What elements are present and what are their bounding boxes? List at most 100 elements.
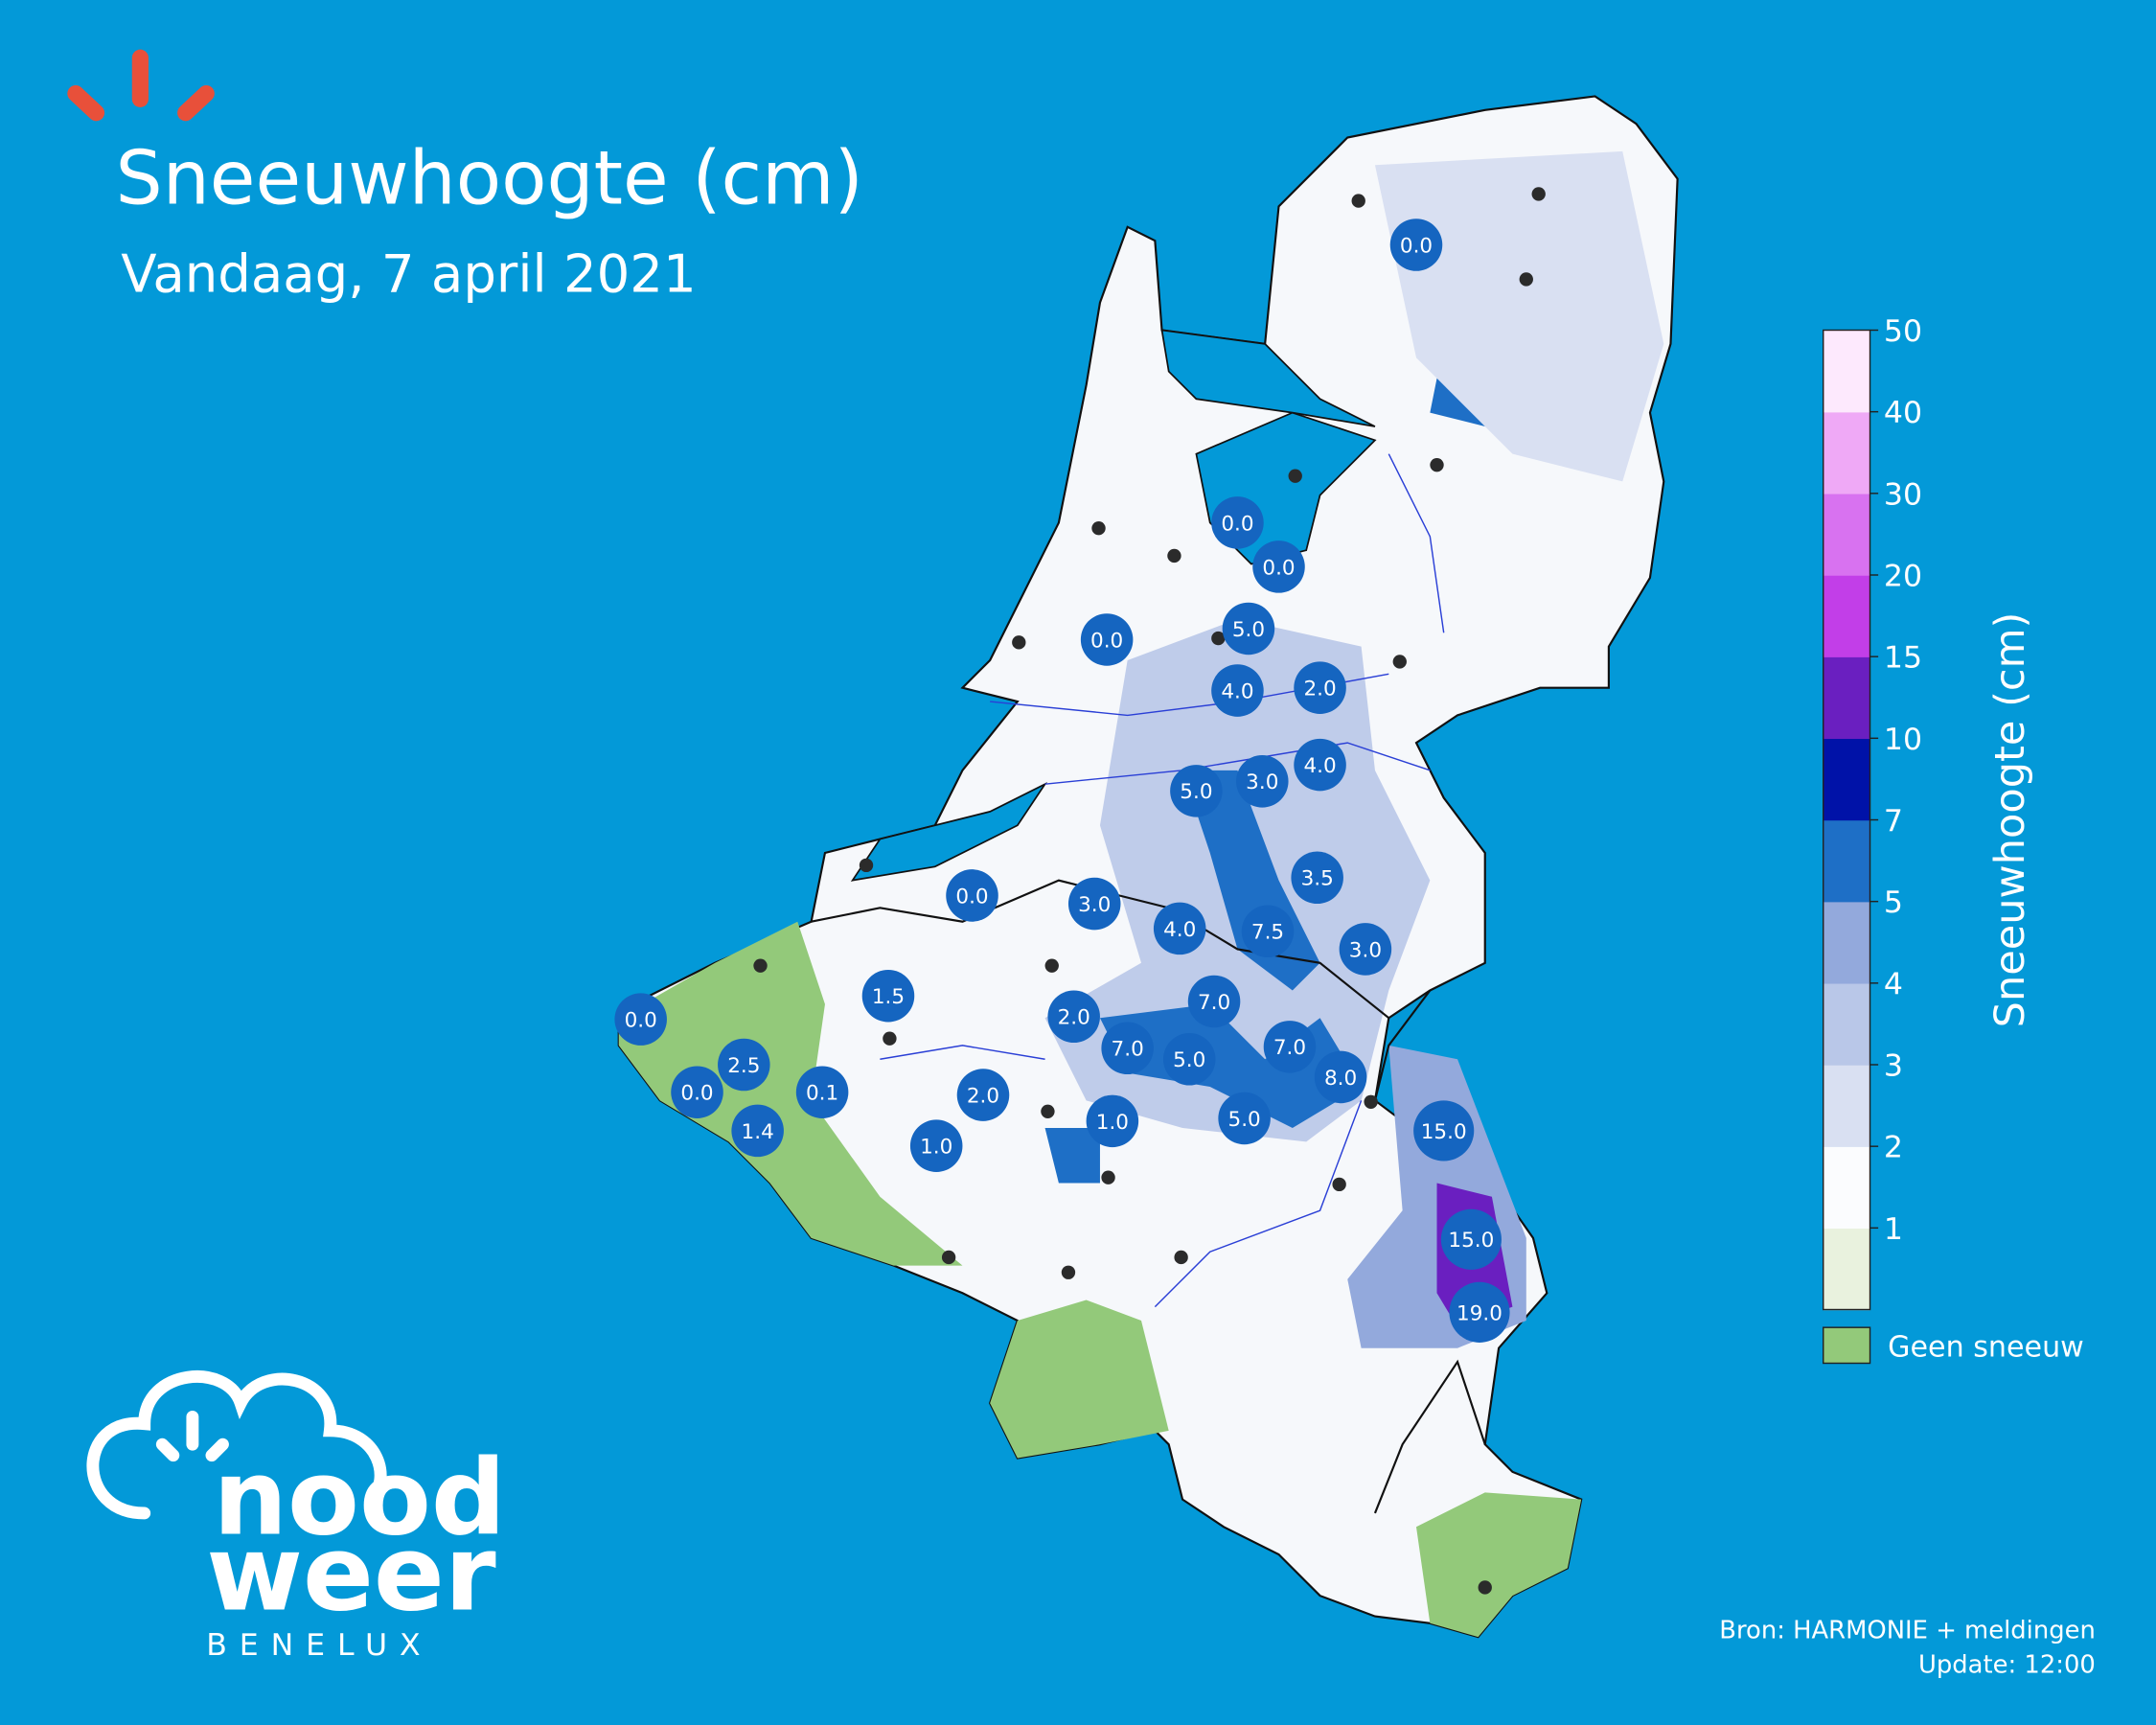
marker-label: 0.0 xyxy=(1221,512,1253,536)
no-snow-west xyxy=(618,921,963,1266)
brand-rays xyxy=(67,49,215,122)
logo-line1: nood xyxy=(213,1437,506,1558)
marker-label: 5.0 xyxy=(1180,780,1212,804)
legend-band xyxy=(1823,1065,1870,1147)
legend-band xyxy=(1823,575,1870,657)
marker-label: 0.0 xyxy=(1262,556,1295,580)
marker-label: 4.0 xyxy=(1221,679,1253,703)
marker xyxy=(1440,1208,1502,1270)
legend: 1 2 3 4 5 7 10 15 20 30 40 50 Sneeuwhoogte (cm) Geen … xyxy=(1823,314,2084,1364)
legend-band xyxy=(1823,738,1870,821)
source: Bron: HARMONIE + meldingen xyxy=(1719,1617,2096,1645)
marker xyxy=(671,1066,723,1118)
marker-label: 19.0 xyxy=(1456,1301,1502,1325)
legend-band xyxy=(1823,982,1870,1066)
no-snow-southeast xyxy=(1415,1492,1582,1638)
marker-label: 5.0 xyxy=(1228,1108,1261,1132)
logo-line2: weer xyxy=(206,1512,496,1634)
marker xyxy=(956,1069,1010,1121)
marker-label: 1.4 xyxy=(742,1120,774,1144)
legend-tick-label: 2 xyxy=(1884,1131,1903,1165)
legend-tick-label: 7 xyxy=(1884,804,1903,839)
legend-title: Sneeuwhoogte (cm) xyxy=(1986,612,2034,1028)
marker xyxy=(1252,540,1305,593)
marker-label: 15.0 xyxy=(1421,1120,1467,1144)
marker-label: 7.5 xyxy=(1251,921,1284,945)
marker xyxy=(1241,905,1295,958)
marker xyxy=(718,1038,770,1092)
legend-band xyxy=(1823,656,1870,740)
marker-label: 7.0 xyxy=(1112,1038,1144,1062)
marker xyxy=(1211,496,1264,549)
no-snow-label: Geen sneeuw xyxy=(1888,1330,2084,1364)
marker xyxy=(1086,1094,1139,1148)
legend-band xyxy=(1823,330,1870,413)
wadden-sea xyxy=(1160,329,1376,427)
snow-northeast xyxy=(1374,150,1664,482)
marker xyxy=(1294,738,1346,792)
marker xyxy=(1170,765,1223,817)
legend-tick-label: 3 xyxy=(1884,1048,1903,1083)
marker xyxy=(1187,975,1241,1028)
legend-tick-label: 5 xyxy=(1884,886,1903,920)
marker xyxy=(946,869,998,922)
marker-label: 2.0 xyxy=(967,1084,999,1108)
marker-label: 0.0 xyxy=(625,1009,657,1033)
legend-band xyxy=(1823,1146,1870,1230)
markers: 0.0 0.0 0.0 0.0 5.0 4.0 2.0 4.0 5.0 3.0 3.5 0.0 3.0 4… xyxy=(614,218,1510,1343)
marker-label: 3.5 xyxy=(1301,867,1334,891)
marker-label: 0.1 xyxy=(806,1082,838,1106)
marker xyxy=(1389,218,1443,271)
marker xyxy=(1162,1032,1216,1086)
marker-label: 7.0 xyxy=(1198,991,1230,1015)
legend-band xyxy=(1823,901,1870,984)
marker-label: 0.0 xyxy=(1400,234,1433,258)
legend-band xyxy=(1823,1228,1870,1311)
marker-label: 2.0 xyxy=(1058,1006,1090,1030)
marker xyxy=(1339,923,1392,976)
marker-label: 7.0 xyxy=(1273,1036,1306,1060)
legend-tick-label: 1 xyxy=(1884,1212,1903,1247)
legend-tick-label: 50 xyxy=(1884,314,1922,349)
marker xyxy=(1153,902,1206,955)
marker-label: 1.0 xyxy=(920,1136,952,1160)
marker xyxy=(861,969,915,1023)
marker xyxy=(731,1104,784,1158)
no-snow-swatch xyxy=(1823,1326,1871,1365)
no-snow-south xyxy=(990,1300,1169,1459)
marker-label: 1.0 xyxy=(1096,1111,1129,1135)
marker-label: 0.0 xyxy=(955,885,988,908)
marker xyxy=(1218,1092,1271,1145)
legend-band xyxy=(1823,411,1870,494)
legend-tick-label: 30 xyxy=(1884,477,1922,512)
marker xyxy=(1263,1021,1317,1073)
legend-band xyxy=(1823,493,1870,576)
marker-label: 8.0 xyxy=(1324,1067,1357,1091)
marker xyxy=(909,1119,963,1172)
marker xyxy=(1047,990,1100,1044)
marker-label: 2.0 xyxy=(1303,678,1336,702)
marker-label: 3.0 xyxy=(1246,770,1278,794)
subtitle: Vandaag, 7 april 2021 xyxy=(121,242,696,304)
marker xyxy=(1080,613,1134,666)
marker xyxy=(1294,661,1346,714)
marker xyxy=(1067,877,1121,931)
marker-label: 0.0 xyxy=(1090,629,1123,653)
marker xyxy=(1211,664,1264,717)
marker-label: 3.0 xyxy=(1078,893,1111,917)
legend-tick-label: 40 xyxy=(1884,396,1922,430)
marker-label: 0.0 xyxy=(680,1082,713,1106)
logo xyxy=(86,1369,387,1520)
marker-label: 5.0 xyxy=(1173,1048,1205,1072)
marker-label: 15.0 xyxy=(1448,1229,1494,1253)
legend-tick-label: 10 xyxy=(1884,723,1922,757)
marker xyxy=(1101,1022,1154,1075)
legend-tick-label: 15 xyxy=(1884,641,1922,676)
marker-label: 5.0 xyxy=(1232,618,1265,642)
update-time: Update: 12:00 xyxy=(1918,1650,2096,1679)
marker xyxy=(1413,1100,1475,1162)
marker xyxy=(1222,602,1275,656)
marker xyxy=(1314,1050,1367,1104)
marker-label: 4.0 xyxy=(1163,918,1196,942)
